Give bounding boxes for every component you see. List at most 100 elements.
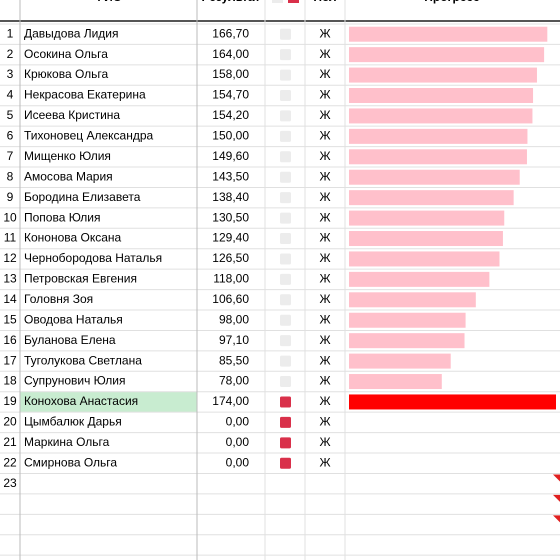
sex: Ж [319, 149, 330, 163]
sex: Ж [319, 292, 330, 306]
sex: Ж [319, 455, 330, 469]
row-number: 18 [3, 374, 17, 388]
checkbox[interactable] [280, 416, 291, 428]
result: 143,50 [212, 169, 249, 183]
progress-bar [349, 394, 556, 410]
name: Тихоновец Александра [24, 129, 154, 143]
progress-bar [349, 312, 466, 328]
checkbox[interactable] [280, 212, 291, 224]
name: Мищенко Юлия [24, 149, 111, 163]
sex: Ж [319, 353, 330, 367]
sex: Ж [319, 26, 330, 40]
progress-bar [349, 169, 520, 185]
sex: Ж [319, 190, 330, 204]
checkbox[interactable] [280, 335, 291, 347]
comment-marker [553, 474, 560, 482]
checkbox[interactable] [280, 90, 291, 102]
result: 0,00 [226, 435, 250, 449]
name: Петровская Евгения [24, 272, 137, 286]
name: Конохова Анастасия [24, 394, 138, 408]
highlight-cell [20, 391, 197, 413]
result: 0,00 [226, 455, 250, 469]
progress-bar [349, 88, 534, 104]
progress-bar [349, 210, 505, 226]
checkbox[interactable] [280, 314, 291, 326]
progress-bar [349, 333, 465, 349]
column-header: ФИО [94, 0, 122, 4]
name: Амосова Мария [24, 169, 113, 183]
sex: Ж [319, 272, 330, 286]
header-check-on [288, 0, 299, 3]
row-number: 8 [7, 169, 14, 183]
result: 0,00 [226, 415, 250, 429]
result: 154,70 [212, 88, 249, 102]
result: 154,20 [212, 108, 249, 122]
sex: Ж [319, 47, 330, 61]
row-number: 23 [3, 476, 17, 490]
name: Бородина Елизавета [24, 190, 141, 204]
checkbox[interactable] [280, 233, 291, 245]
row-number: 20 [3, 415, 17, 429]
name: Оводова Наталья [24, 312, 123, 326]
row-number: 15 [3, 312, 17, 326]
comment-marker [553, 515, 560, 523]
checkbox[interactable] [280, 130, 291, 142]
result: 130,50 [212, 210, 249, 224]
result: 118,00 [213, 272, 249, 286]
result: 150,00 [212, 129, 249, 143]
result: 98,00 [219, 312, 249, 326]
result: 138,40 [212, 190, 249, 204]
result: 158,00 [212, 67, 249, 81]
checkbox[interactable] [280, 396, 291, 408]
sex: Ж [319, 108, 330, 122]
row-number: 22 [3, 455, 17, 469]
checkbox[interactable] [280, 294, 291, 306]
sex: Ж [319, 67, 330, 81]
row-number: 17 [3, 353, 17, 367]
checkbox[interactable] [280, 69, 291, 81]
checkbox[interactable] [280, 273, 291, 285]
sex: Ж [319, 251, 330, 265]
name: Смирнова Ольга [24, 455, 117, 469]
column-header: Пол [313, 0, 336, 4]
checkbox[interactable] [280, 355, 291, 367]
name: Кононова Оксана [24, 231, 122, 245]
sex: Ж [319, 374, 330, 388]
checkbox[interactable] [280, 457, 291, 469]
progress-bar [349, 251, 500, 267]
name: Буланова Елена [24, 333, 116, 347]
progress-bar [349, 353, 451, 369]
sex: Ж [319, 169, 330, 183]
row-number: 7 [7, 149, 14, 163]
checkbox[interactable] [280, 192, 291, 204]
progress-bar [349, 292, 476, 308]
row-number: 16 [3, 333, 17, 347]
row-number: 12 [3, 251, 17, 265]
row-number: 14 [3, 292, 17, 306]
name: Крюкова Ольга [24, 67, 109, 81]
checkbox[interactable] [280, 376, 291, 388]
result: 126,50 [212, 251, 249, 265]
checkbox[interactable] [280, 253, 291, 265]
result: 85,50 [219, 353, 249, 367]
result: 166,70 [212, 26, 249, 40]
checkbox[interactable] [280, 110, 291, 122]
checkbox[interactable] [280, 151, 291, 163]
progress-bar [349, 374, 442, 390]
row-number: 1 [7, 26, 14, 40]
name: Туголукова Светлана [24, 353, 142, 367]
checkbox[interactable] [280, 171, 291, 183]
checkbox[interactable] [280, 49, 291, 61]
row-number: 5 [7, 108, 14, 122]
checkbox[interactable] [280, 28, 291, 40]
column-header: Результат [202, 0, 261, 4]
result: 97,10 [219, 333, 249, 347]
sex: Ж [319, 129, 330, 143]
progress-bar [349, 67, 537, 83]
result: 149,60 [212, 149, 249, 163]
checkbox[interactable] [280, 437, 291, 449]
row-number: 10 [3, 210, 17, 224]
sex: Ж [319, 210, 330, 224]
sex: Ж [319, 415, 330, 429]
